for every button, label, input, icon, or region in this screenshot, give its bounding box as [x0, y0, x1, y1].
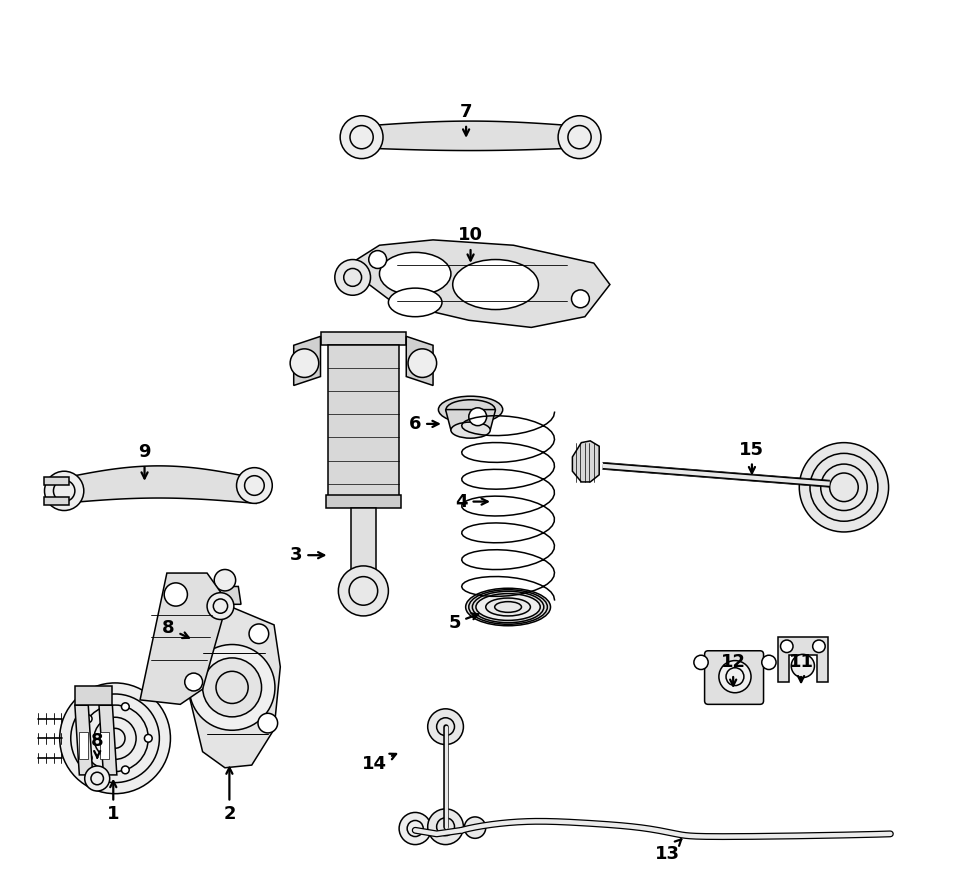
Text: 14: 14	[362, 754, 396, 773]
Circle shape	[399, 813, 432, 845]
Text: 9: 9	[138, 444, 151, 478]
Ellipse shape	[438, 396, 503, 423]
Circle shape	[339, 566, 388, 616]
Text: 7: 7	[460, 103, 473, 135]
Circle shape	[812, 640, 825, 652]
Circle shape	[464, 817, 486, 839]
Circle shape	[59, 683, 171, 794]
Polygon shape	[43, 477, 69, 485]
Circle shape	[199, 615, 219, 634]
Circle shape	[44, 471, 83, 511]
Polygon shape	[43, 496, 69, 505]
Circle shape	[189, 644, 275, 730]
Ellipse shape	[453, 260, 538, 309]
Circle shape	[719, 660, 751, 693]
Polygon shape	[75, 685, 112, 705]
Circle shape	[84, 754, 92, 762]
Text: 15: 15	[739, 441, 764, 473]
Circle shape	[572, 290, 590, 307]
Polygon shape	[140, 573, 222, 704]
Circle shape	[84, 766, 109, 791]
Circle shape	[122, 766, 129, 774]
Ellipse shape	[486, 598, 530, 616]
Circle shape	[185, 673, 202, 691]
Polygon shape	[100, 732, 108, 759]
Polygon shape	[573, 441, 599, 482]
Text: 5: 5	[448, 614, 479, 632]
Circle shape	[145, 735, 152, 742]
Text: 11: 11	[788, 653, 813, 682]
Text: 12: 12	[720, 653, 746, 685]
Circle shape	[207, 592, 234, 619]
Text: 1: 1	[107, 781, 120, 823]
Polygon shape	[293, 336, 320, 385]
Circle shape	[781, 640, 793, 652]
Polygon shape	[351, 508, 376, 582]
FancyBboxPatch shape	[705, 650, 763, 704]
Polygon shape	[345, 240, 610, 327]
Circle shape	[428, 809, 463, 845]
Ellipse shape	[451, 422, 490, 438]
Polygon shape	[320, 332, 407, 345]
Text: 8: 8	[162, 619, 189, 638]
Circle shape	[249, 624, 269, 643]
Circle shape	[237, 468, 272, 504]
Circle shape	[335, 260, 370, 296]
Ellipse shape	[476, 593, 540, 620]
Circle shape	[558, 116, 601, 159]
Circle shape	[214, 570, 236, 591]
Text: 2: 2	[223, 768, 236, 823]
Polygon shape	[778, 637, 828, 682]
Text: 6: 6	[409, 415, 438, 433]
Circle shape	[291, 349, 318, 377]
Polygon shape	[61, 466, 256, 504]
Text: 3: 3	[291, 547, 324, 564]
Polygon shape	[446, 409, 496, 430]
Circle shape	[340, 116, 383, 159]
Polygon shape	[328, 345, 399, 497]
Circle shape	[164, 583, 187, 606]
Circle shape	[369, 251, 386, 269]
Circle shape	[428, 709, 463, 745]
Circle shape	[791, 654, 814, 677]
Text: 13: 13	[655, 840, 682, 863]
Circle shape	[408, 349, 436, 377]
Circle shape	[84, 715, 92, 723]
Polygon shape	[99, 705, 117, 775]
Text: 10: 10	[458, 227, 483, 261]
Circle shape	[761, 655, 776, 669]
Circle shape	[202, 658, 262, 717]
Ellipse shape	[380, 253, 451, 296]
Polygon shape	[175, 604, 280, 768]
Polygon shape	[359, 121, 582, 151]
Circle shape	[694, 655, 708, 669]
Polygon shape	[407, 336, 433, 385]
Polygon shape	[209, 587, 241, 604]
Circle shape	[469, 408, 486, 426]
Polygon shape	[326, 495, 401, 508]
Ellipse shape	[466, 589, 550, 625]
Circle shape	[122, 702, 129, 711]
Text: 4: 4	[456, 493, 487, 511]
Ellipse shape	[388, 289, 442, 316]
Circle shape	[799, 443, 889, 532]
Polygon shape	[80, 732, 88, 759]
Polygon shape	[75, 705, 93, 775]
Circle shape	[258, 713, 278, 733]
Text: 8: 8	[91, 732, 104, 757]
